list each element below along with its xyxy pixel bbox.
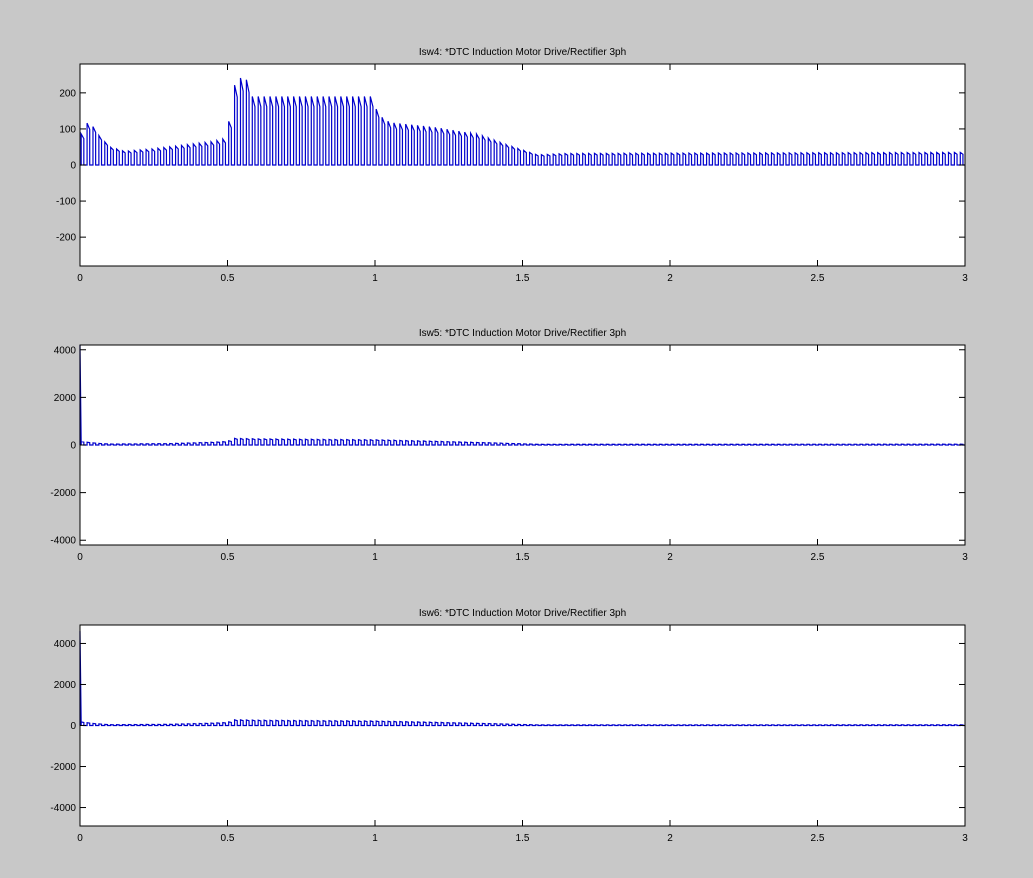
chart-title: Isw5: *DTC Induction Motor Drive/Rectifi… <box>419 328 626 339</box>
y-tick-label: -200 <box>56 233 76 244</box>
x-tick-label: 2.5 <box>811 833 825 844</box>
chart-title: Isw6: *DTC Induction Motor Drive/Rectifi… <box>419 608 626 619</box>
x-tick-label: 1 <box>372 833 378 844</box>
x-tick-label: 2 <box>667 833 673 844</box>
y-tick-label: -100 <box>56 197 76 208</box>
subplot-2: Isw5: *DTC Induction Motor Drive/Rectifi… <box>50 328 968 563</box>
x-tick-label: 1.5 <box>516 833 530 844</box>
y-tick-label: -2000 <box>50 762 76 773</box>
x-tick-label: 2.5 <box>811 273 825 284</box>
x-tick-label: 3 <box>962 833 968 844</box>
y-tick-label: 2000 <box>54 393 77 404</box>
y-tick-label: 4000 <box>54 639 77 650</box>
x-tick-label: 3 <box>962 552 968 563</box>
y-tick-label: -2000 <box>50 488 76 499</box>
x-tick-label: 2.5 <box>811 552 825 563</box>
x-tick-label: 0.5 <box>221 833 235 844</box>
y-tick-label: 2000 <box>54 680 77 691</box>
y-tick-label: 0 <box>70 721 76 732</box>
x-tick-label: 0.5 <box>221 552 235 563</box>
x-tick-label: 0 <box>77 833 83 844</box>
x-tick-label: 1.5 <box>516 273 530 284</box>
x-tick-label: 3 <box>962 273 968 284</box>
subplot-1: Isw4: *DTC Induction Motor Drive/Rectifi… <box>56 47 968 284</box>
x-tick-label: 0.5 <box>221 273 235 284</box>
x-tick-label: 2 <box>667 552 673 563</box>
x-tick-label: 1.5 <box>516 552 530 563</box>
y-tick-label: 200 <box>59 88 76 99</box>
x-tick-label: 0 <box>77 552 83 563</box>
y-tick-label: 0 <box>70 441 76 452</box>
y-tick-label: 4000 <box>54 345 77 356</box>
y-tick-label: 0 <box>70 161 76 172</box>
y-tick-label: -4000 <box>50 536 76 547</box>
x-tick-label: 2 <box>667 273 673 284</box>
x-tick-label: 0 <box>77 273 83 284</box>
subplot-3: Isw6: *DTC Induction Motor Drive/Rectifi… <box>50 608 968 844</box>
x-tick-label: 1 <box>372 273 378 284</box>
y-tick-label: 100 <box>59 124 76 135</box>
x-tick-label: 1 <box>372 552 378 563</box>
y-tick-label: -4000 <box>50 803 76 814</box>
chart-title: Isw4: *DTC Induction Motor Drive/Rectifi… <box>419 47 626 58</box>
